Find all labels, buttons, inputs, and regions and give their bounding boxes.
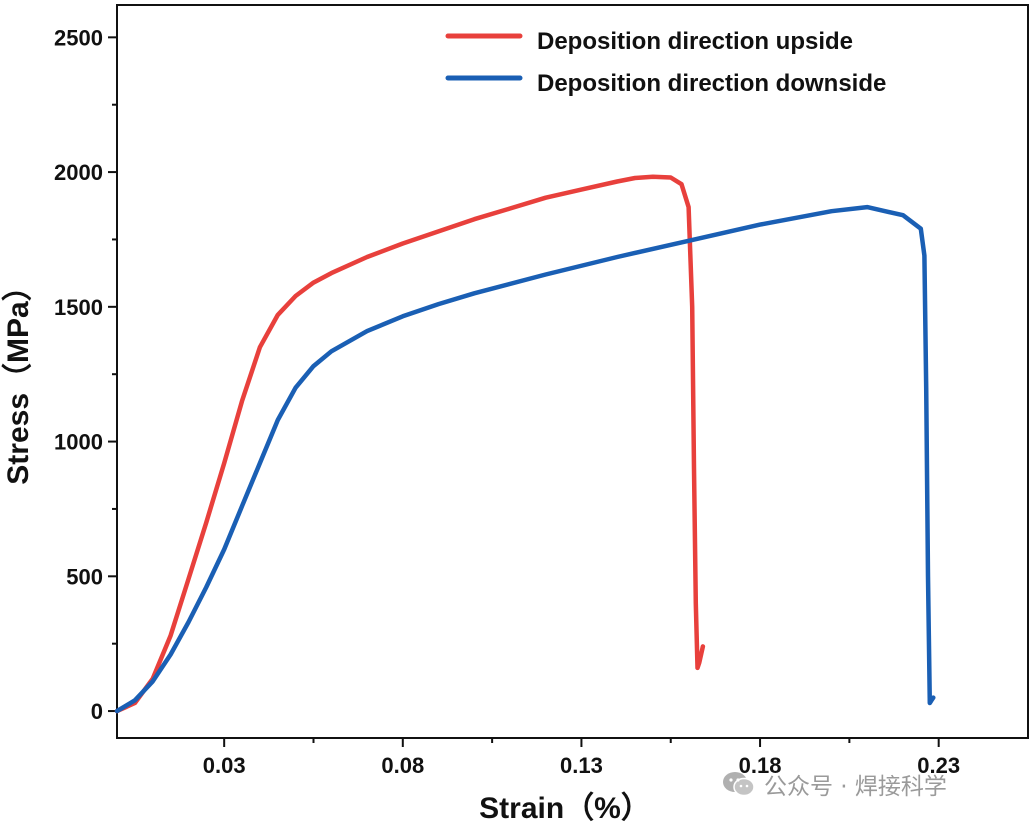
y-axis-ticks: 0 500 1000 1500 2000 2500: [54, 25, 117, 724]
x-tick-label: 0.08: [381, 753, 424, 778]
y-tick-label: 1000: [54, 430, 103, 455]
series-line-upside: [114, 174, 706, 714]
y-tick-label: 500: [66, 564, 103, 589]
x-tick-label: 0.13: [560, 753, 603, 778]
series-line-downside: [114, 204, 936, 714]
legend-label-upside: Deposition direction upside: [537, 28, 853, 55]
plot-frame: [116, 4, 1029, 739]
y-tick-label: 2500: [54, 25, 103, 50]
wechat-icon: [723, 772, 755, 797]
x-tick-label: 0.03: [203, 753, 246, 778]
x-axis-ticks: 0.03 0.08 0.13 0.18 0.23: [203, 738, 960, 778]
y-axis-title: Stress（MPa）: [1, 271, 35, 484]
y-tick-label: 0: [91, 699, 103, 724]
legend-label-downside: Deposition direction downside: [537, 70, 886, 97]
plot-area-border: [116, 4, 1029, 739]
y-tick-label: 2000: [54, 160, 103, 185]
legend: Deposition direction upside Deposition d…: [445, 28, 886, 97]
x-tick-label: 0.23: [917, 753, 960, 778]
y-tick-label: 1500: [54, 295, 103, 320]
x-tick-label: 0.18: [739, 753, 782, 778]
watermark: 公众号 · 焊接科学: [722, 766, 947, 802]
watermark-text: 公众号 · 焊接科学: [764, 774, 947, 800]
series-layer: [114, 174, 936, 714]
x-axis-title: Strain（%）: [479, 791, 651, 825]
